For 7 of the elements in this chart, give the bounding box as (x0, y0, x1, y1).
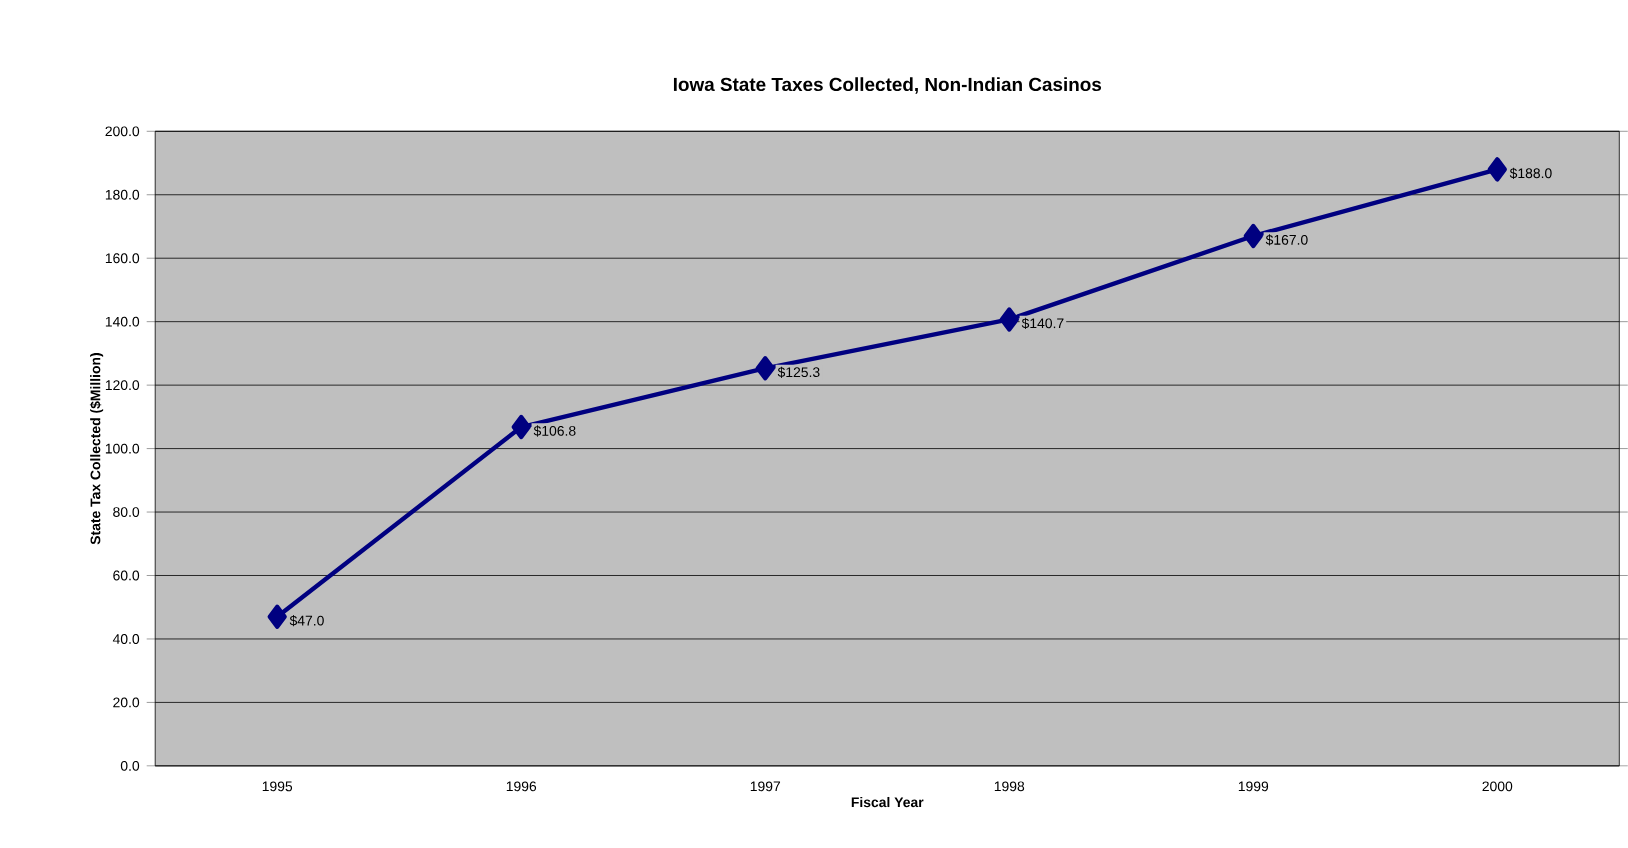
chart-title: Iowa State Taxes Collected, Non-Indian Casinos (673, 77, 1102, 95)
point (1487, 157, 1507, 182)
point (267, 604, 287, 630)
point (755, 356, 775, 381)
point (1243, 224, 1263, 249)
point (999, 307, 1019, 332)
point (511, 415, 531, 440)
